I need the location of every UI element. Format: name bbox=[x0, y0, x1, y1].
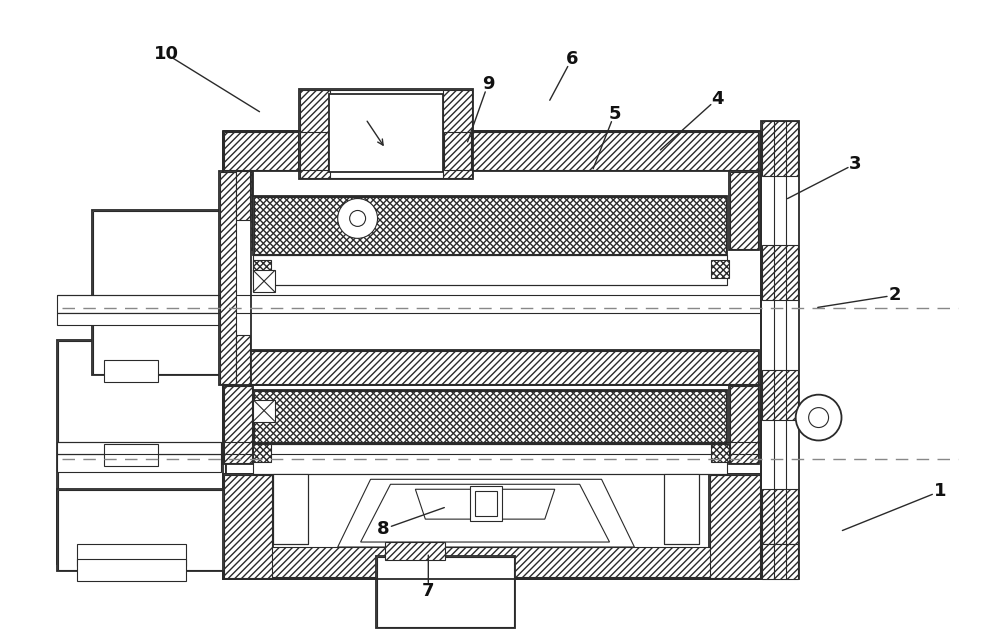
Bar bbox=[92, 210, 221, 374]
Bar bbox=[729, 385, 759, 465]
Text: 10: 10 bbox=[154, 45, 179, 63]
Bar bbox=[254, 197, 726, 254]
Bar bbox=[762, 544, 798, 579]
Text: 5: 5 bbox=[608, 105, 621, 123]
Bar bbox=[762, 121, 798, 176]
Bar bbox=[224, 132, 758, 169]
Polygon shape bbox=[361, 484, 610, 542]
Text: 8: 8 bbox=[377, 520, 390, 538]
Bar bbox=[223, 474, 273, 579]
Bar bbox=[730, 172, 758, 249]
Bar bbox=[300, 132, 328, 169]
Circle shape bbox=[350, 210, 366, 226]
Text: 6: 6 bbox=[565, 50, 578, 68]
Bar bbox=[220, 172, 236, 384]
Bar bbox=[77, 544, 186, 566]
Bar bbox=[57, 313, 221, 325]
Bar bbox=[254, 390, 726, 443]
Bar bbox=[254, 390, 726, 443]
Bar bbox=[730, 386, 758, 463]
Bar bbox=[93, 212, 220, 374]
Bar bbox=[104, 445, 158, 466]
Bar bbox=[57, 454, 221, 472]
Bar bbox=[300, 90, 472, 178]
Polygon shape bbox=[338, 479, 634, 547]
Bar bbox=[729, 171, 759, 250]
Bar bbox=[58, 490, 225, 570]
Bar bbox=[57, 489, 226, 571]
Bar bbox=[470, 486, 502, 521]
Bar bbox=[223, 350, 759, 385]
Bar bbox=[475, 491, 497, 516]
Bar bbox=[253, 270, 275, 292]
Bar bbox=[57, 295, 221, 313]
Bar bbox=[253, 255, 727, 285]
Bar bbox=[710, 475, 760, 578]
Bar bbox=[385, 542, 445, 560]
Bar bbox=[57, 442, 221, 454]
Bar bbox=[664, 474, 699, 544]
Bar bbox=[253, 390, 727, 445]
Bar bbox=[762, 370, 798, 420]
Bar bbox=[253, 445, 727, 474]
Text: 1: 1 bbox=[934, 482, 946, 500]
Bar bbox=[224, 351, 758, 384]
Bar bbox=[253, 196, 727, 255]
Bar bbox=[329, 94, 443, 172]
Bar bbox=[219, 171, 251, 385]
Bar bbox=[224, 547, 758, 577]
Bar bbox=[253, 260, 271, 278]
Bar bbox=[224, 386, 252, 463]
Bar bbox=[223, 171, 253, 250]
Bar bbox=[762, 489, 798, 544]
Bar bbox=[443, 90, 472, 178]
Bar bbox=[236, 171, 250, 220]
Text: 2: 2 bbox=[889, 286, 902, 304]
Polygon shape bbox=[415, 489, 555, 519]
Circle shape bbox=[796, 395, 842, 440]
Bar bbox=[253, 399, 275, 422]
Bar bbox=[254, 197, 726, 254]
Bar bbox=[762, 245, 798, 300]
Bar bbox=[77, 559, 186, 581]
Bar bbox=[443, 131, 472, 171]
Bar bbox=[223, 131, 759, 171]
Bar bbox=[444, 132, 471, 169]
Bar bbox=[223, 474, 759, 579]
Bar bbox=[224, 172, 252, 249]
Bar bbox=[711, 260, 729, 278]
Bar bbox=[236, 335, 250, 385]
Text: 9: 9 bbox=[482, 75, 494, 93]
Bar bbox=[761, 121, 799, 579]
Bar bbox=[711, 445, 729, 463]
Bar bbox=[57, 340, 226, 564]
Bar bbox=[253, 445, 271, 463]
Bar bbox=[224, 475, 272, 578]
Bar bbox=[299, 89, 473, 179]
Bar bbox=[300, 90, 330, 178]
Bar bbox=[104, 360, 158, 381]
Text: 3: 3 bbox=[849, 155, 862, 173]
Bar bbox=[223, 385, 253, 465]
Text: 7: 7 bbox=[422, 582, 435, 600]
Circle shape bbox=[809, 408, 829, 427]
Bar bbox=[273, 474, 308, 544]
Bar bbox=[299, 131, 329, 171]
Circle shape bbox=[338, 199, 378, 238]
Text: 4: 4 bbox=[711, 90, 723, 108]
Bar bbox=[58, 341, 225, 563]
Bar bbox=[376, 556, 515, 627]
Bar bbox=[377, 557, 514, 627]
Bar bbox=[709, 474, 761, 579]
